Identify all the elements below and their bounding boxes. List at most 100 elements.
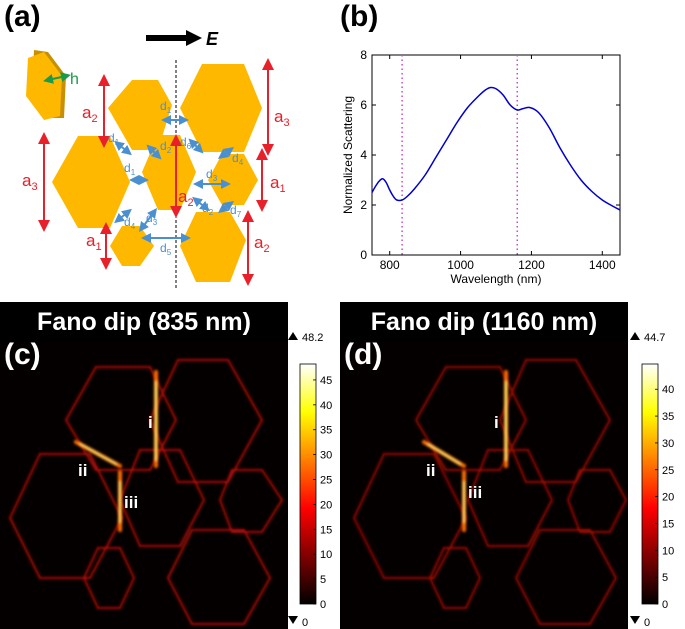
colorbar-tick-label: 45 bbox=[320, 375, 332, 387]
gap-label-d3-right: d3 bbox=[206, 167, 218, 183]
hex-bottom-right bbox=[180, 212, 246, 282]
label-a2-center: a2 bbox=[178, 187, 194, 209]
gap-arrow-d2-top bbox=[146, 144, 162, 160]
colorbar-gradient bbox=[300, 364, 316, 604]
thickness-label: h bbox=[70, 71, 79, 88]
heatmap-hex-outline bbox=[218, 469, 284, 533]
heatmap-hex-outline bbox=[352, 453, 468, 579]
gap-arrow-d4-left bbox=[114, 208, 132, 224]
label-a1-right: a1 bbox=[270, 173, 286, 195]
colorbar-tick-label: 0 bbox=[320, 599, 326, 611]
thickness-arrow bbox=[43, 72, 71, 84]
colorbar-tick-label: 25 bbox=[662, 465, 674, 477]
heatmap-d: i ii iii bbox=[340, 342, 628, 629]
panel-letter-d: (d) bbox=[344, 338, 383, 371]
gap-arrow-d6 bbox=[188, 138, 204, 154]
plot-frame bbox=[371, 54, 621, 256]
x-tick-label: 1000 bbox=[447, 258, 474, 272]
marker-i: i bbox=[148, 413, 153, 432]
x-axis-label: Wavelength (nm) bbox=[451, 272, 542, 286]
hex-bottom-left bbox=[110, 226, 154, 266]
panel-letter-a: (a) bbox=[4, 0, 41, 33]
panel-letter-b: (b) bbox=[340, 0, 379, 33]
heatmap-title-d: Fano dip (1160 nm) bbox=[340, 302, 628, 342]
label-a2-bottom: a2 bbox=[254, 233, 270, 255]
gap-label-d4-left: d4 bbox=[124, 215, 136, 231]
gap-arrow-d7 bbox=[218, 201, 234, 213]
scattering-line-chart: 800 1000 1200 1400 0 2 4 6 8 Wavelength (nm) Nor… bbox=[341, 48, 621, 286]
colorbar-tick-label: 25 bbox=[320, 475, 332, 487]
gap-arrow-d4-right bbox=[218, 147, 234, 159]
heatmap-hex-outline bbox=[566, 469, 628, 533]
label-a2-top: a2 bbox=[82, 103, 98, 125]
gap-arrow-d2-bottom bbox=[192, 196, 210, 212]
series-line-scattering bbox=[371, 86, 621, 211]
hex-left-large bbox=[52, 136, 130, 228]
colorbar-max-label: 44.7 bbox=[644, 332, 665, 344]
gap-arrow-d1-left bbox=[114, 140, 132, 156]
colorbar-tick-label: 0 bbox=[662, 599, 668, 611]
label-a3-right: a3 bbox=[274, 107, 290, 129]
gap-label-d3-left: d3 bbox=[146, 211, 158, 227]
colorbar-min-arrow bbox=[630, 616, 640, 624]
heatmap-c: i ii iii bbox=[0, 342, 288, 629]
panel-letter-c: (c) bbox=[4, 338, 41, 371]
field-label: E bbox=[206, 29, 219, 49]
colorbar-d: 44.7 0 5 10 15 20 25 30 35 40 0 bbox=[630, 332, 674, 629]
colorbar-tick-label: 10 bbox=[320, 549, 332, 561]
heatmap-hex-outline bbox=[64, 366, 178, 471]
heatmap-hex-outline bbox=[514, 529, 618, 625]
colorbar-gradient bbox=[642, 364, 658, 604]
hex-top-left bbox=[108, 80, 172, 150]
gap-label-d2-bottom: d2 bbox=[202, 201, 214, 217]
gap-label-d5: d5 bbox=[160, 241, 172, 257]
hex-right-small bbox=[208, 154, 258, 205]
colorbar-tick-label: 20 bbox=[662, 492, 674, 504]
colorbar-min-label: 0 bbox=[644, 617, 650, 629]
colorbar-tick-label: 15 bbox=[320, 524, 332, 536]
x-tick-label: 800 bbox=[380, 258, 400, 272]
gap-label-d7: d7 bbox=[230, 203, 242, 219]
gap-label-d6: d6 bbox=[180, 135, 192, 151]
colorbar-min-arrow bbox=[288, 616, 298, 624]
colorbar-max-label: 48.2 bbox=[302, 332, 323, 344]
x-tick-label: 1200 bbox=[518, 258, 545, 272]
thickness-hex-face bbox=[26, 52, 62, 120]
colorbar-frame bbox=[641, 363, 659, 605]
y-tick-label: 6 bbox=[360, 98, 367, 112]
colorbar-tick-label: 5 bbox=[320, 574, 326, 586]
colorbar-tick-label: 20 bbox=[320, 499, 332, 511]
colorbar-max-arrow bbox=[288, 332, 298, 340]
colorbar-min-label: 0 bbox=[302, 617, 308, 629]
colorbar-c: 48.2 0 5 10 15 20 25 30 35 40 45 0 bbox=[288, 332, 332, 629]
hex-top-right bbox=[180, 64, 262, 152]
y-tick-label: 2 bbox=[360, 198, 367, 212]
gap-label-d2-top: d2 bbox=[160, 139, 172, 155]
y-tick-label: 0 bbox=[360, 248, 367, 262]
heatmap-hex-outline bbox=[466, 449, 554, 547]
colorbar-tick-label: 40 bbox=[662, 384, 674, 396]
colorbar-tick-label: 30 bbox=[662, 438, 674, 450]
colorbar-frame bbox=[299, 363, 317, 605]
label-a3-left: a3 bbox=[22, 171, 38, 193]
marker-iii: iii bbox=[124, 493, 138, 512]
marker-ii: ii bbox=[426, 461, 435, 480]
heatmap-background bbox=[0, 342, 288, 629]
marker-ii: ii bbox=[78, 461, 87, 480]
colorbar-max-arrow bbox=[630, 332, 640, 340]
heatmap-hex-outline bbox=[428, 547, 482, 609]
heatmap-hex-outline bbox=[8, 453, 124, 579]
marker-i: i bbox=[494, 413, 499, 432]
field-arrow-head bbox=[186, 30, 202, 46]
x-tick-label: 1400 bbox=[589, 258, 616, 272]
schematic-diagram: E h a2 a3 a3 a2 a1 a1 a2 d1 d1 d1 d2 d6 bbox=[22, 29, 290, 288]
gap-label-d4-right: d4 bbox=[232, 151, 244, 167]
gap-label-d1-top: d1 bbox=[160, 99, 172, 115]
y-tick-label: 8 bbox=[360, 48, 367, 62]
heatmap-title-c: Fano dip (835 nm) bbox=[0, 302, 288, 342]
heatmap-hex-outline bbox=[166, 529, 272, 625]
y-axis-label: Normalized Scattering bbox=[341, 96, 355, 214]
label-a1-left: a1 bbox=[86, 231, 102, 253]
heatmap-hex-outline bbox=[82, 547, 136, 609]
gap-arrow-d3-left bbox=[139, 208, 157, 232]
